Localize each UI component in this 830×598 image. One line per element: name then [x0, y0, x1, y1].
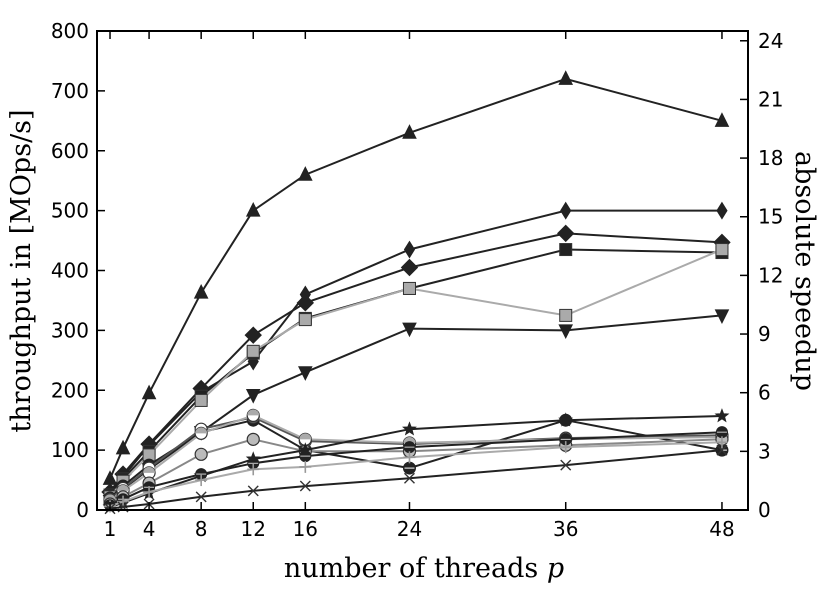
plot-marks [101, 70, 731, 515]
data-point [558, 70, 574, 85]
data-point [193, 284, 209, 299]
x-tick-label: 12 [241, 517, 266, 541]
x-axis-title-var: p [547, 553, 564, 584]
y-axis-right: 0 3 6 9 12 15 18 21 24 [740, 29, 783, 522]
x-axis-title-main: number of threads [284, 553, 547, 584]
data-point [559, 308, 573, 322]
data-point-detail [403, 472, 415, 484]
data-point [403, 240, 416, 259]
data-point-detail [117, 484, 130, 491]
y2-tick-label: 3 [758, 439, 771, 463]
y2-tick-label: 24 [758, 29, 783, 53]
y-axis-left: 0 100 200 300 400 500 600 700 800 [51, 19, 105, 522]
data-point-detail [716, 444, 728, 456]
x-tick-label: 1 [104, 517, 117, 541]
data-point [194, 393, 208, 407]
y-tick-label: 800 [51, 19, 89, 43]
data-point [714, 309, 730, 325]
y-tick-label: 100 [51, 438, 89, 462]
y-tick-label: 0 [76, 498, 89, 522]
data-point [715, 243, 729, 257]
data-point [298, 313, 312, 327]
y2-tick-label: 15 [758, 205, 783, 229]
y-tick-label: 500 [51, 199, 89, 223]
data-point [402, 281, 416, 295]
data-point [244, 326, 262, 344]
series [102, 70, 730, 485]
x-tick-label: 8 [195, 517, 208, 541]
data-point-detail [195, 427, 208, 434]
y2-tick-label: 21 [758, 87, 783, 111]
y-tick-label: 300 [51, 318, 89, 342]
y2-axis-title: absolute speedup [789, 151, 820, 391]
data-point [102, 470, 118, 485]
y-tick-label: 600 [51, 139, 89, 163]
y2-tick-label: 9 [758, 322, 771, 346]
data-point [402, 322, 417, 338]
y-tick-label: 400 [51, 259, 89, 283]
y2-tick-label: 18 [758, 146, 783, 170]
y2-tick-label: 6 [758, 381, 771, 405]
data-point [558, 412, 574, 427]
series [103, 243, 729, 502]
data-point-detail [299, 433, 312, 440]
x-tick-label: 48 [709, 517, 734, 541]
data-point-detail [195, 491, 207, 503]
data-point [560, 201, 572, 220]
data-point-detail [247, 409, 260, 416]
data-point [141, 384, 157, 400]
y-tick-label: 200 [51, 378, 89, 402]
y2-tick-label: 12 [758, 263, 783, 287]
data-point [716, 201, 728, 220]
x-tick-label: 4 [143, 517, 156, 541]
data-point [298, 366, 313, 381]
data-point-detail [299, 480, 311, 492]
data-point [557, 224, 575, 243]
series [104, 436, 728, 513]
data-point [296, 294, 315, 312]
data-point [714, 408, 730, 423]
data-point [400, 258, 419, 277]
x-tick-label: 36 [553, 517, 578, 541]
data-point [246, 432, 260, 446]
y-axis-title: throughput in [MOps/s] [6, 109, 37, 432]
x-tick-label: 16 [293, 517, 318, 541]
series [103, 243, 729, 504]
data-point [559, 243, 573, 257]
data-point-detail [143, 466, 156, 473]
series [104, 444, 728, 515]
data-point [714, 112, 730, 127]
data-point [298, 166, 313, 181]
y2-tick-label: 0 [758, 498, 771, 522]
data-point [246, 344, 260, 358]
data-point [194, 447, 208, 461]
x-tick-label: 24 [397, 517, 422, 541]
data-point [115, 439, 131, 455]
data-point [245, 202, 261, 217]
data-point-detail [247, 485, 259, 497]
data-point [402, 421, 417, 436]
x-axis: 1 4 8 12 16 24 36 48 [104, 31, 735, 541]
x-axis-title: number of threads p [284, 553, 564, 584]
data-point [245, 389, 261, 404]
data-point [558, 324, 574, 339]
data-point [402, 124, 417, 139]
data-point-detail [560, 459, 572, 471]
data-point-detail [403, 436, 416, 443]
y-tick-label: 700 [51, 79, 89, 103]
